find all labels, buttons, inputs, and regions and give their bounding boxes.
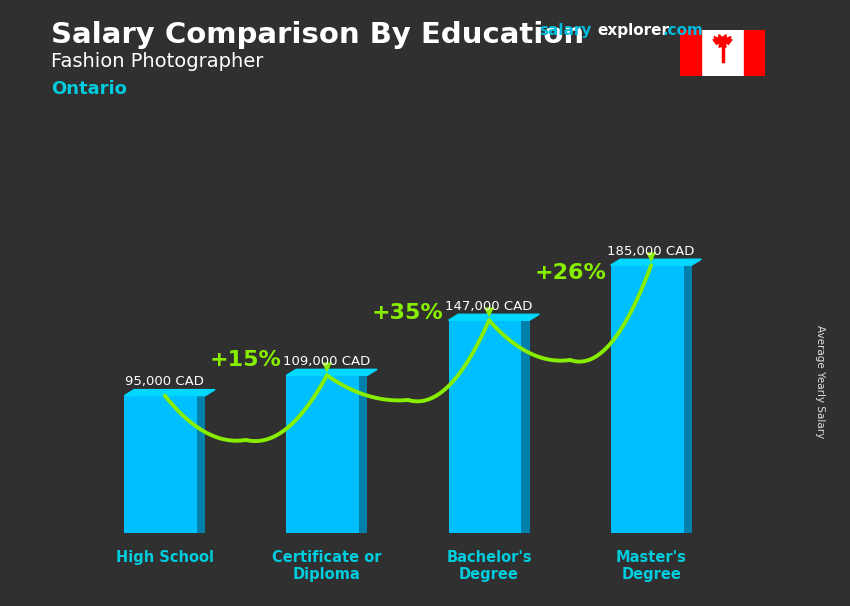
Bar: [360, 375, 367, 533]
Polygon shape: [713, 35, 732, 47]
Text: +35%: +35%: [372, 303, 444, 324]
Text: explorer: explorer: [598, 23, 670, 38]
Polygon shape: [449, 315, 539, 320]
Text: 185,000 CAD: 185,000 CAD: [608, 245, 694, 258]
Bar: [124, 396, 206, 533]
Text: 95,000 CAD: 95,000 CAD: [126, 375, 204, 388]
Bar: [680, 30, 701, 76]
Bar: [197, 396, 206, 533]
Text: 147,000 CAD: 147,000 CAD: [445, 300, 533, 313]
Text: 109,000 CAD: 109,000 CAD: [283, 355, 371, 368]
Bar: [683, 265, 692, 533]
Text: Fashion Photographer: Fashion Photographer: [51, 52, 264, 70]
Bar: [449, 320, 530, 533]
Text: Salary Comparison By Education: Salary Comparison By Education: [51, 21, 584, 49]
Text: Average Yearly Salary: Average Yearly Salary: [815, 325, 825, 438]
Polygon shape: [124, 390, 215, 396]
Polygon shape: [610, 259, 701, 265]
Text: +15%: +15%: [210, 350, 282, 370]
Text: +26%: +26%: [534, 263, 606, 284]
Bar: [521, 320, 530, 533]
Text: Ontario: Ontario: [51, 80, 127, 98]
Polygon shape: [286, 369, 377, 375]
Bar: [286, 375, 367, 533]
Text: .com: .com: [663, 23, 704, 38]
Bar: [744, 30, 765, 76]
Bar: [610, 265, 692, 533]
Text: salary: salary: [540, 23, 592, 38]
